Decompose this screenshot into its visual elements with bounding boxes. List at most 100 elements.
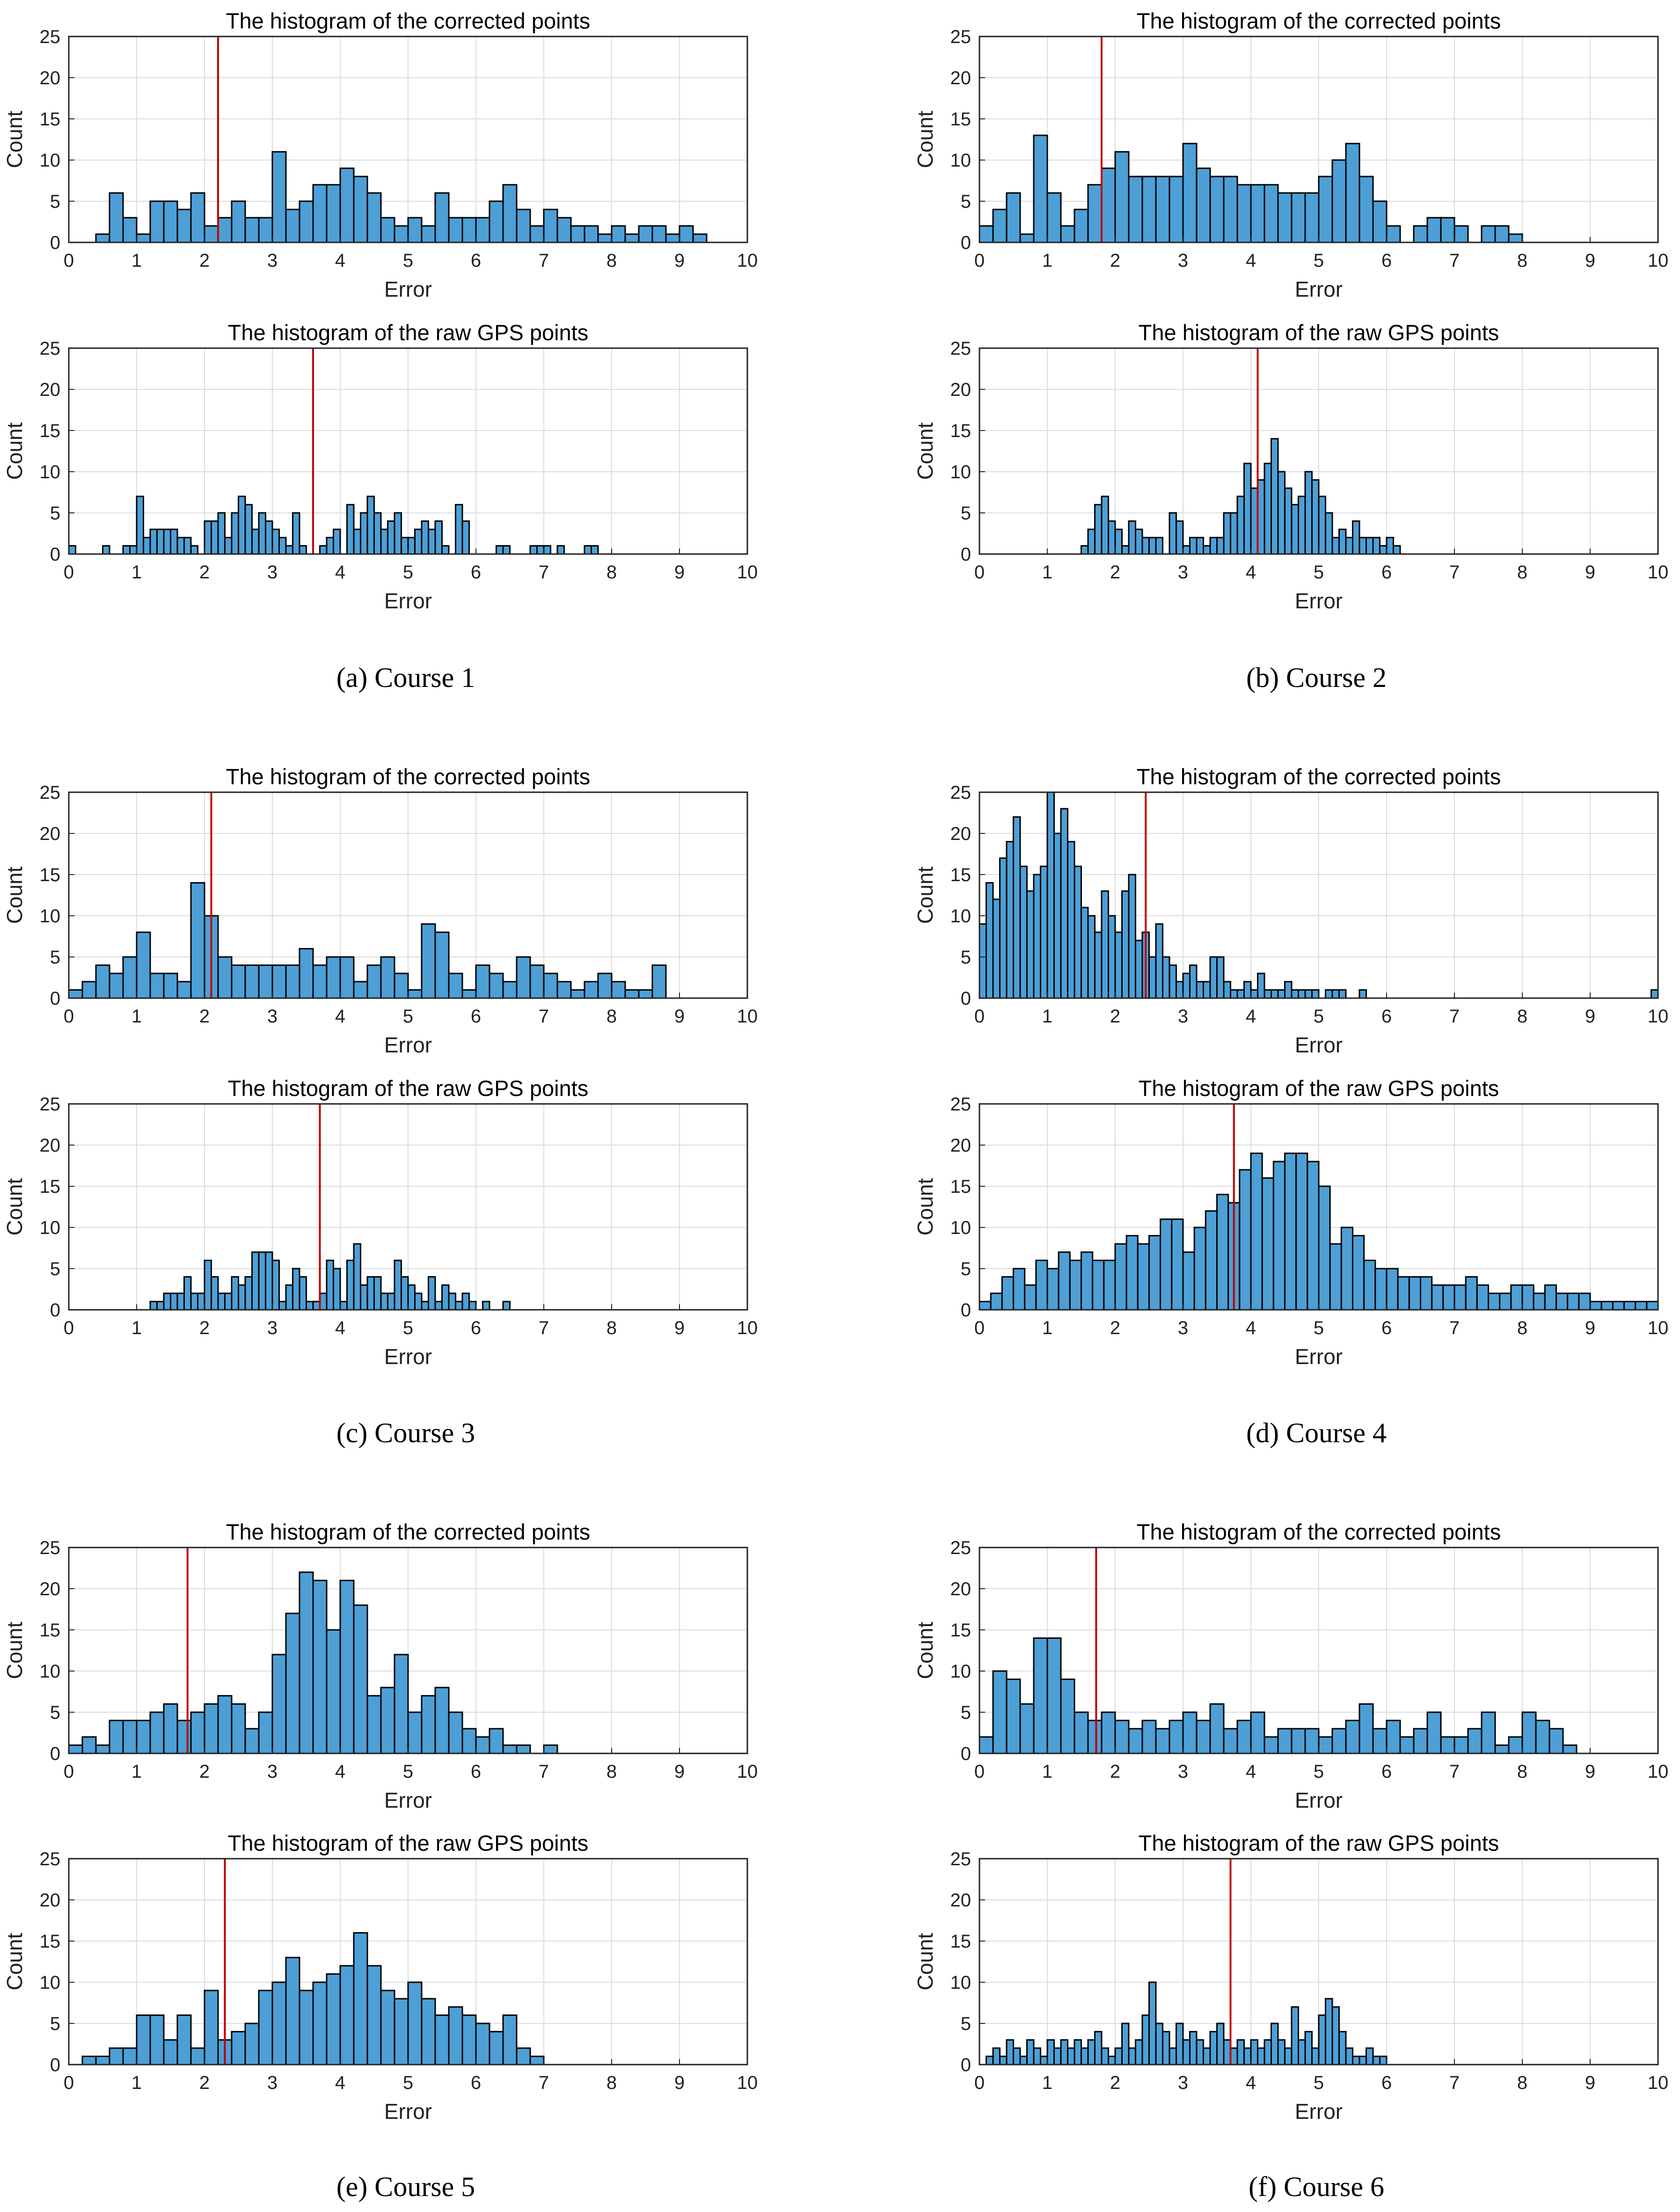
x-tick-label: 4 — [335, 1006, 345, 1027]
histogram-bar — [434, 520, 443, 555]
x-tick-label: 10 — [737, 562, 758, 583]
histogram-bar — [1426, 217, 1442, 243]
histogram-bar — [1169, 1720, 1184, 1754]
y-tick-label: 5 — [50, 2014, 60, 2034]
histogram-bar — [1261, 1177, 1274, 1311]
histogram-bar — [624, 989, 640, 999]
histogram-bar — [448, 217, 463, 243]
histogram-bar — [1379, 2055, 1388, 2066]
histogram-bar — [231, 200, 246, 243]
x-tick-label: 1 — [131, 1318, 142, 1338]
plot-title: The histogram of the corrected points — [226, 764, 591, 789]
histogram-bar — [326, 1973, 341, 2066]
histogram-bar — [1386, 1720, 1401, 1754]
y-tick-label: 10 — [950, 1972, 971, 1993]
histogram-bar — [176, 209, 192, 243]
histogram-bar — [556, 217, 572, 243]
y-tick-label: 5 — [961, 191, 971, 212]
histogram-bar — [516, 1744, 531, 1754]
y-tick-label: 10 — [950, 1218, 971, 1238]
y-tick-label: 15 — [950, 421, 971, 441]
histogram-bar — [1141, 537, 1150, 555]
histogram-bar — [1060, 2039, 1068, 2066]
subfigure-caption: (b) Course 2 — [1246, 662, 1387, 693]
histogram-bar — [1307, 1161, 1320, 1311]
plot-title: The histogram of the raw GPS points — [1139, 1076, 1499, 1101]
x-tick-label: 3 — [267, 250, 278, 271]
histogram-bar — [1250, 184, 1265, 243]
histogram-bar — [529, 964, 545, 999]
histogram-bar — [258, 1990, 273, 2066]
histogram-bar — [1318, 1185, 1331, 1311]
histogram-bar — [163, 1703, 178, 1754]
x-tick-label: 9 — [1585, 1006, 1595, 1027]
plot-title: The histogram of the raw GPS points — [228, 1076, 589, 1101]
histogram-bar — [1087, 1720, 1103, 1754]
histogram-bar — [1176, 520, 1184, 555]
x-tick-label: 6 — [1381, 1318, 1392, 1338]
histogram-bar — [502, 184, 518, 243]
histogram-bar — [217, 512, 226, 555]
histogram-bar — [1338, 528, 1347, 555]
histogram-bar — [176, 1292, 185, 1311]
histogram-bar — [1193, 1226, 1206, 1311]
histogram-bar — [461, 2014, 477, 2066]
histogram-bar — [1067, 841, 1075, 999]
x-tick-label: 3 — [1178, 2073, 1188, 2093]
x-tick-label: 0 — [64, 1761, 74, 1782]
x-tick-label: 2 — [199, 562, 210, 583]
histogram-bar — [1257, 479, 1265, 555]
histogram-bar — [1046, 1268, 1059, 1311]
histogram-bar — [1243, 2047, 1252, 2066]
histogram-bar — [407, 1981, 423, 2066]
histogram-bar — [285, 545, 293, 555]
histogram-bar — [1230, 2047, 1238, 2066]
histogram-bar — [1499, 1292, 1512, 1311]
histogram-bar — [434, 931, 450, 999]
y-tick-label: 25 — [950, 1849, 971, 1869]
x-tick-label: 3 — [1178, 1006, 1188, 1027]
x-tick-label: 10 — [737, 250, 758, 271]
histogram-bar — [1060, 1679, 1075, 1754]
histogram-axes: 0 1 2 3 4 5 6 7 8 9 10 0 5 10 15 20 25 The histogram of t… — [2, 1076, 758, 1369]
histogram-bar — [529, 225, 545, 243]
y-tick-label: 25 — [40, 338, 61, 359]
histogram-bar — [129, 545, 138, 555]
histogram-bar — [1304, 1728, 1320, 1754]
histogram-bar — [271, 528, 280, 555]
histogram-bar — [1431, 1284, 1444, 1311]
histogram-bar — [1413, 225, 1428, 243]
histogram-bar — [312, 1300, 321, 1311]
histogram-bar — [1101, 2047, 1109, 2066]
histogram-bar — [353, 528, 361, 555]
x-tick-label: 9 — [1585, 1761, 1595, 1782]
histogram-bar — [380, 1686, 395, 1754]
histogram-bar — [1033, 2047, 1041, 2066]
x-tick-label: 2 — [1110, 250, 1120, 271]
histogram-bar — [1298, 496, 1306, 555]
histogram-bar — [1363, 1259, 1376, 1311]
histogram-bar — [1209, 175, 1225, 243]
histogram-bar — [986, 2055, 994, 2066]
histogram-bar — [407, 537, 416, 555]
histogram-bar — [1331, 537, 1340, 555]
histogram-bar — [326, 956, 341, 999]
histogram-bar — [1160, 1218, 1173, 1311]
histogram-bar — [163, 972, 178, 999]
histogram-bar — [1476, 1284, 1489, 1311]
histogram-bar — [1114, 2047, 1123, 2066]
y-tick-label: 20 — [950, 68, 971, 88]
histogram-bar — [319, 1292, 328, 1311]
histogram-bar — [1277, 2039, 1286, 2066]
histogram-bar — [421, 520, 429, 555]
plot-title: The histogram of the corrected points — [226, 8, 591, 33]
x-tick-label: 5 — [403, 2073, 413, 2093]
histogram-bar — [285, 209, 300, 243]
histogram-bar — [502, 2014, 518, 2066]
histogram-bar — [1114, 1720, 1130, 1754]
histogram-bar — [1318, 175, 1333, 243]
histogram-bar — [224, 1292, 233, 1311]
histogram-bar — [1101, 890, 1109, 999]
histogram-bar — [1250, 989, 1258, 999]
histogram-bar — [1277, 1728, 1293, 1754]
